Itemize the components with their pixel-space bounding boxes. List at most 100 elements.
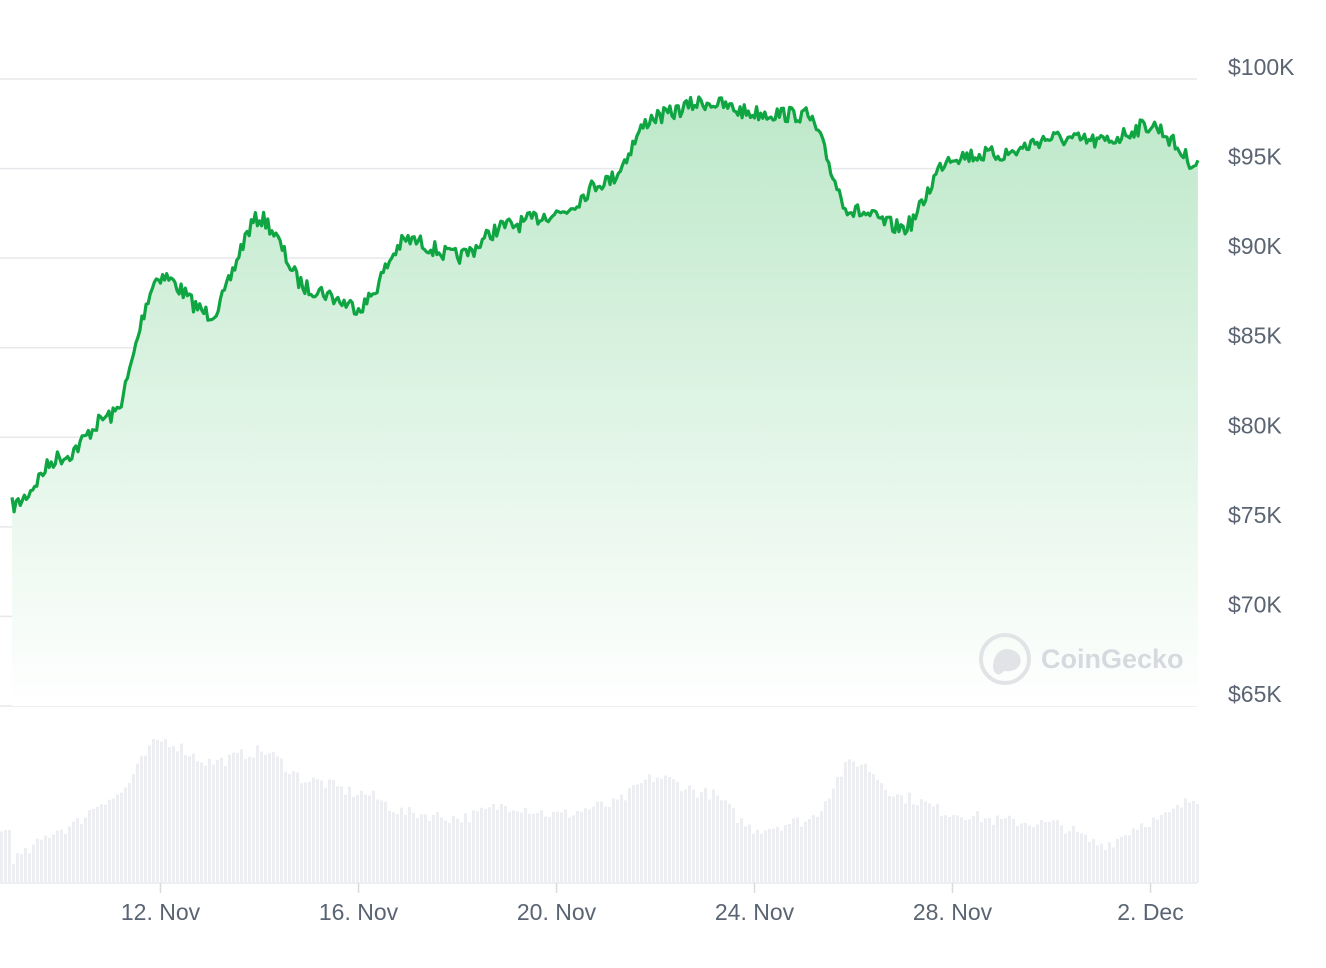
volume-bar [1020,823,1023,883]
volume-bar [308,781,311,883]
volume-bar [968,819,971,883]
volume-bar [1196,804,1199,883]
volume-bar [680,791,683,883]
volume-bar [908,792,911,883]
volume-bar [336,786,339,883]
volume-bar [792,818,795,883]
price-area-fill [12,97,1198,706]
volume-bar [784,825,787,883]
volume-bar [40,839,43,883]
volume-bar [740,818,743,883]
volume-bar [772,828,775,883]
volume-bar [824,801,827,883]
volume-bar [688,785,691,883]
volume-bar [600,801,603,883]
volume-bar [744,826,747,883]
volume-bar [0,831,3,883]
volume-bar [376,799,379,883]
volume-bar [876,779,879,883]
price-series-line [10,95,1200,514]
volume-bar [72,821,75,883]
volume-bar [880,783,883,883]
volume-bar [1128,835,1131,883]
volume-bar [756,829,759,883]
volume-bar [484,808,487,883]
volume-bar [448,822,451,883]
volume-bar [1156,819,1159,883]
volume-bar [296,772,299,883]
volume-bar [44,835,47,883]
volume-bar [56,830,59,883]
volume-bar [860,764,863,883]
volume-bar [1072,825,1075,883]
volume-bar [848,759,851,883]
volume-bar [788,823,791,883]
volume-bar [1180,807,1183,883]
volume-bar [1060,825,1063,883]
volume-bar [324,787,327,883]
x-tick-label: 12. Nov [121,899,201,925]
volume-bar [1168,812,1171,883]
volume-bar [556,811,559,883]
volume-bar [992,824,995,883]
volume-bar [1012,818,1015,883]
volume-bar [712,789,715,883]
volume-bar [1148,827,1151,883]
volume-bar [724,800,727,883]
volume-bar [1192,800,1195,883]
volume-bar [620,794,623,883]
volume-bar [84,817,87,883]
volume-bar [864,763,867,883]
volume-bar [172,746,175,883]
y-tick-label: $85K [1228,323,1282,349]
volume-bar [816,816,819,883]
volume-bar [384,801,387,883]
volume-bar [180,743,183,883]
volume-bar [720,800,723,883]
volume-bar [32,844,35,883]
volume-bar [1124,835,1127,883]
volume-bar [1032,827,1035,883]
volume-bar [1184,798,1187,883]
volume-bar [932,806,935,883]
volume-bar [184,755,187,883]
volume-bar [692,789,695,883]
volume-bar [1112,847,1115,883]
volume-bar [752,833,755,883]
volume-bar [940,816,943,883]
volume-bar [140,756,143,883]
volume-bar [748,824,751,883]
volume-bar [1136,829,1139,883]
volume-bar [200,762,203,883]
volume-bar [24,847,27,883]
volume-bar [836,776,839,883]
volume-bar [492,803,495,883]
volume-bar [544,816,547,883]
volume-bar [1052,820,1055,883]
volume-bar [1144,827,1147,883]
volume-bar [132,774,135,883]
volume-bar [164,739,167,883]
volume-bar [260,751,263,883]
volume-bar [592,806,595,883]
volume-bar [532,813,535,883]
volume-bar [372,790,375,883]
y-tick-label: $65K [1228,681,1282,707]
volume-bar [316,779,319,883]
volume-bar [700,792,703,883]
volume-bar [236,752,239,883]
volume-bar [1008,815,1011,883]
volume-bar [684,789,687,883]
volume-bar [916,805,919,883]
volume-bar [512,810,515,883]
x-tick-label: 16. Nov [319,899,399,925]
volume-bar [464,813,467,883]
watermark-text: CoinGecko [1041,644,1184,674]
volume-bar [96,806,99,883]
volume-bar [812,815,815,883]
volume-bar [1140,823,1143,883]
volume-bar [192,753,195,883]
volume-bar [16,853,19,883]
volume-bar [1040,820,1043,883]
